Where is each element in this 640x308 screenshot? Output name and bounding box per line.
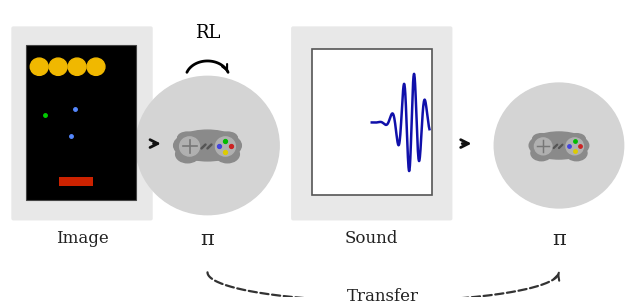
Text: RL: RL [195,24,220,42]
Circle shape [180,137,200,156]
Ellipse shape [568,134,585,144]
FancyBboxPatch shape [291,26,452,221]
Circle shape [87,58,105,75]
Ellipse shape [173,130,241,161]
FancyBboxPatch shape [12,26,153,221]
Ellipse shape [532,134,550,144]
Circle shape [534,138,552,155]
Ellipse shape [531,145,552,161]
Ellipse shape [529,132,589,159]
Circle shape [136,76,279,215]
Text: Sound: Sound [345,230,399,247]
Circle shape [566,138,584,155]
Text: Image: Image [56,230,108,247]
Ellipse shape [175,145,200,163]
Ellipse shape [218,132,237,144]
Text: π: π [552,230,566,249]
Ellipse shape [216,145,239,163]
Bar [312,49,431,196]
Circle shape [68,58,86,75]
Circle shape [216,137,236,156]
Ellipse shape [566,145,587,161]
Circle shape [49,58,67,75]
Bar [26,45,136,200]
Circle shape [30,58,48,75]
Bar [59,177,93,186]
Ellipse shape [178,132,198,144]
Text: Transfer: Transfer [348,288,419,305]
Text: π: π [200,230,214,249]
Circle shape [494,83,623,208]
